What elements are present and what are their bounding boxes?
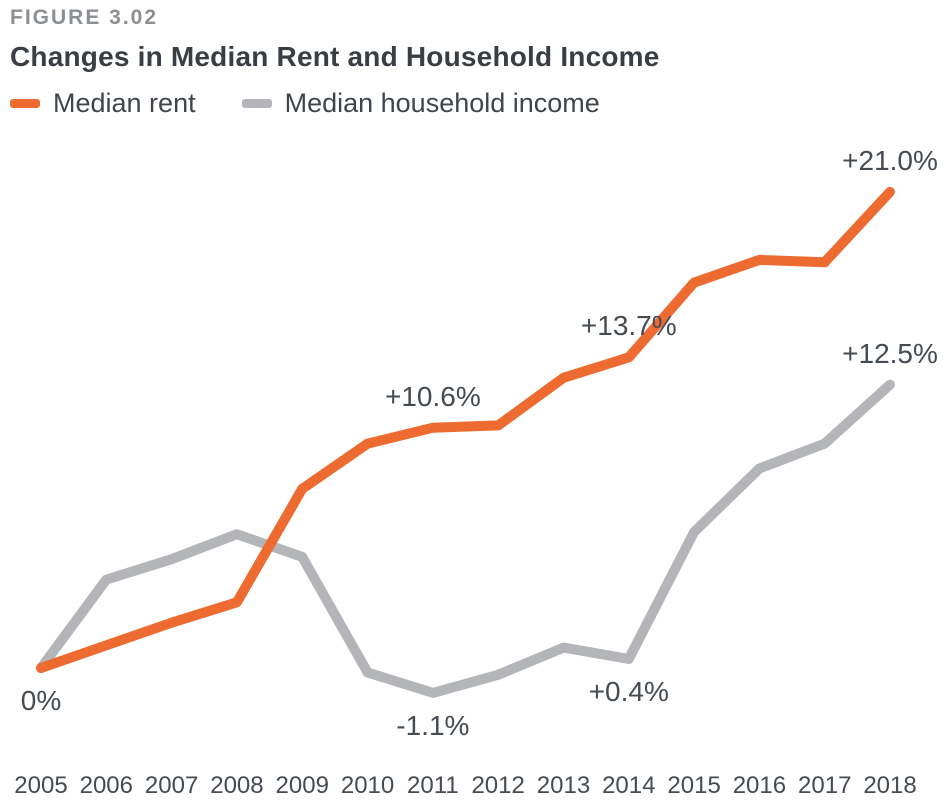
median-household-income-legend-label: Median household income: [284, 88, 600, 118]
x-label-2018: 2018: [863, 772, 917, 799]
annotation-income-2011: -1.1%: [396, 709, 470, 741]
annotation-rent-2011: +10.6%: [384, 380, 481, 412]
x-label-2010: 2010: [340, 772, 395, 799]
figure-title: Changes in Median Rent and Household Inc…: [10, 41, 660, 72]
x-label-2007: 2007: [144, 772, 199, 799]
x-label-2011: 2011: [407, 772, 459, 799]
x-label-2017: 2017: [798, 772, 852, 799]
legend: Median rent Median household income: [10, 88, 660, 119]
annotation-income-2018: +12.5%: [842, 337, 938, 369]
rent-line: [36, 186, 895, 673]
median-household-income-swatch-icon: [241, 99, 272, 108]
figure-header: FIGURE 3.02 Changes in Median Rent and H…: [10, 6, 660, 119]
x-label-2009: 2009: [275, 772, 329, 799]
x-label-2012: 2012: [471, 772, 525, 799]
median-rent-swatch-icon: [10, 99, 40, 108]
x-label-2005: 2005: [14, 772, 68, 799]
annotation-rent-2014: +13.7%: [580, 310, 677, 342]
annotation-rent-2018: +21.0%: [842, 144, 938, 176]
median-rent-legend-label: Median rent: [53, 88, 196, 118]
x-label-2013: 2013: [536, 772, 591, 799]
annotation-income-2014: +0.4%: [588, 675, 669, 707]
legend-item-median-rent: Median rent: [10, 88, 196, 119]
x-label-2016: 2016: [732, 772, 787, 799]
annotation-rent-2005: 0%: [20, 685, 62, 716]
income-line: [36, 379, 895, 698]
x-label-2014: 2014: [602, 772, 656, 799]
legend-item-median-household-income: Median household income: [241, 88, 600, 119]
x-label-2008: 2008: [210, 772, 264, 799]
x-label-2015: 2015: [667, 772, 721, 799]
x-label-2006: 2006: [79, 772, 133, 799]
figure-number-label: FIGURE 3.02: [10, 6, 159, 29]
